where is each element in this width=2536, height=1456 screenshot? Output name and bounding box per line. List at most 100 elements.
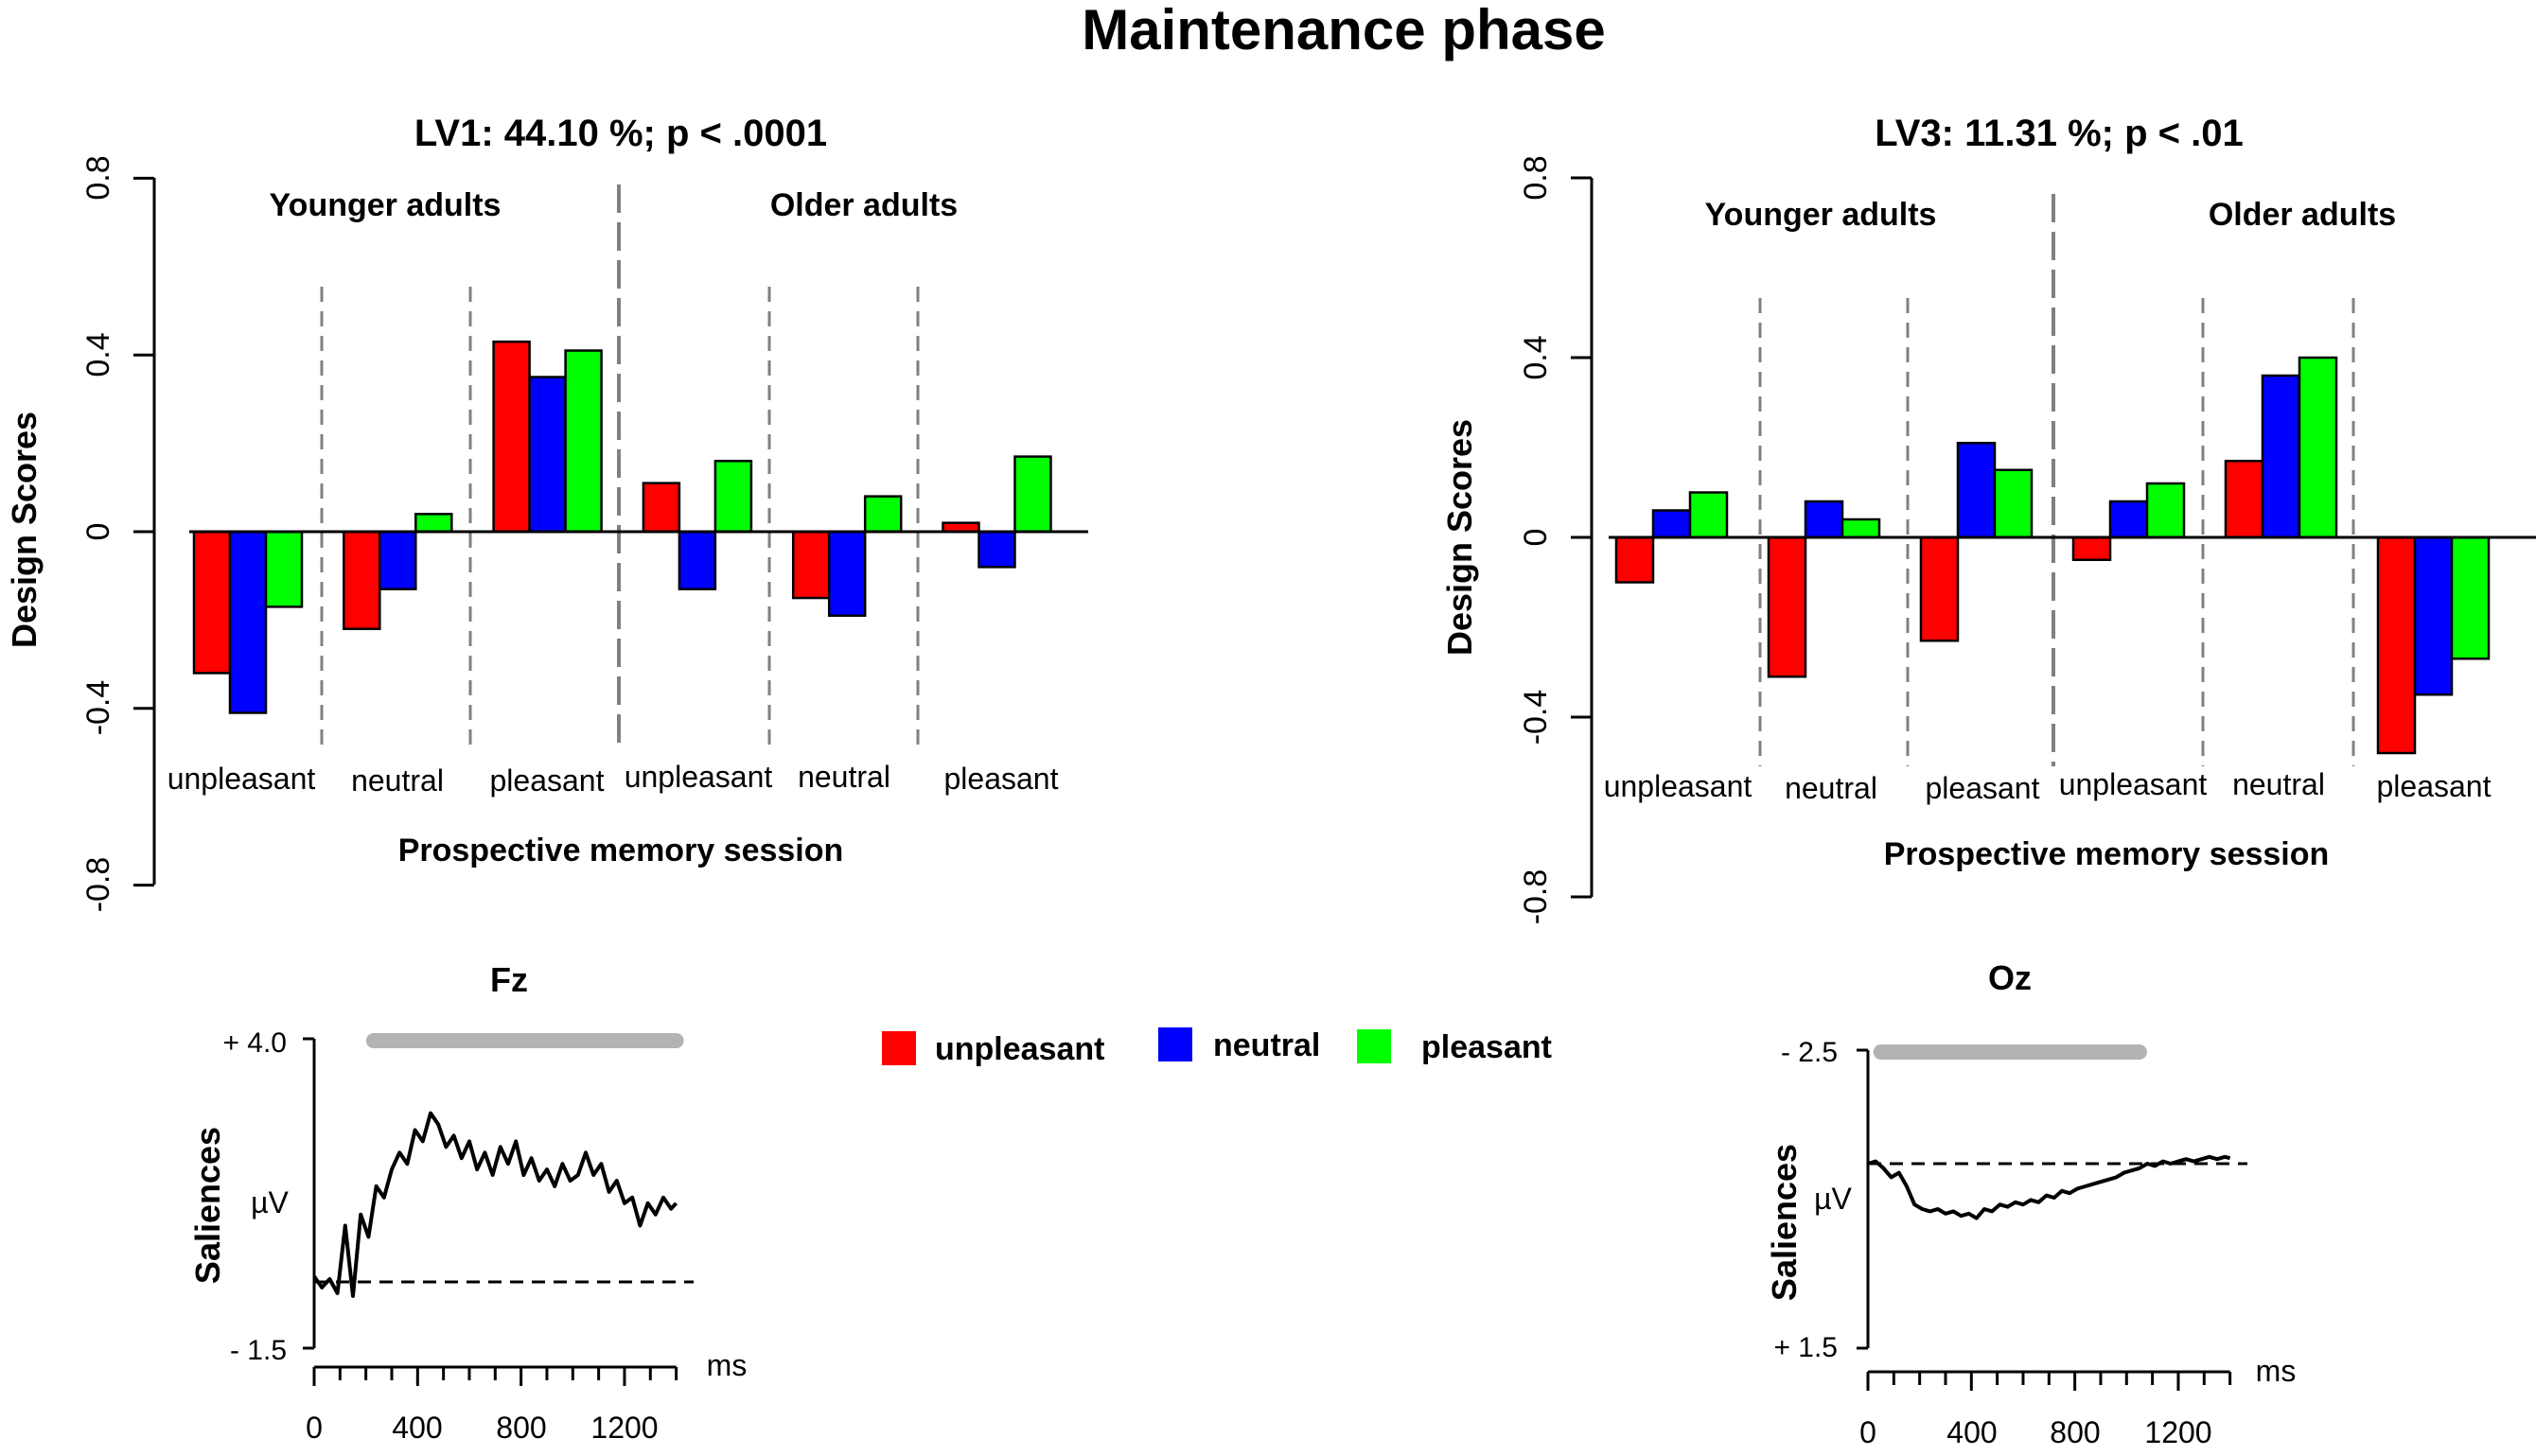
lv1-bar-neutral-4 <box>827 530 867 617</box>
lv1-bar-neutral-5 <box>977 530 1016 569</box>
lv3-bar-neutral-0 <box>1651 509 1692 539</box>
lv1-tick-label-4: 0.8 <box>80 155 116 200</box>
fz-yunit: µV <box>251 1185 289 1219</box>
lv3-bar-unpleasant-3 <box>2071 535 2112 561</box>
lv1-bar-pleasant-1 <box>414 513 453 534</box>
lv1-category-1: neutral <box>351 763 444 798</box>
lv1-bar-unpleasant-1 <box>343 530 381 630</box>
legend-swatch-unpleasant <box>882 1031 916 1065</box>
lv3-bar-pleasant-3 <box>2145 482 2186 539</box>
lv1-bar-unpleasant-4 <box>791 530 831 600</box>
legend-label-neutral: neutral <box>1213 1027 1320 1063</box>
fz-xtick-label-0: 0 <box>306 1411 323 1445</box>
lv1-bar-unpleasant-2 <box>492 340 531 534</box>
lv1-bar-chart: LV1: 44.10 %; p < .0001 Design Scores Pr… <box>5 113 1088 912</box>
lv3-bar-unpleasant-2 <box>1919 535 1960 642</box>
oz-salience-chart: Oz Saliences µV - 2.5 + 1.5 ms 0 400 800… <box>1765 958 2296 1449</box>
lv3-bar-neutral-1 <box>1804 500 1844 539</box>
lv3-category-5: pleasant <box>2377 769 2492 803</box>
lv3-bar-pleasant-2 <box>1993 468 2034 539</box>
lv3-bar-neutral-5 <box>2413 535 2454 696</box>
lv1-bar-pleasant-4 <box>863 495 903 534</box>
lv3-bar-pleasant-1 <box>1840 517 1881 539</box>
oz-salience-line <box>1867 1154 2231 1220</box>
fz-salience-line <box>312 1111 678 1298</box>
lv3-bar-neutral-4 <box>2261 374 2301 539</box>
oz-yunit: µV <box>1814 1182 1852 1216</box>
lv1-bar-unpleasant-3 <box>642 482 681 534</box>
lv3-tick-label-4: 0.8 <box>1518 155 1554 200</box>
fz-title: Fz <box>490 960 528 999</box>
lv1-tick-label-0: -0.8 <box>80 857 116 913</box>
lv3-tick-label-2: 0 <box>1518 529 1554 547</box>
lv3-category-2: pleasant <box>1926 771 2040 805</box>
lv3-tick-label-3: 0.4 <box>1518 335 1554 379</box>
legend-swatch-neutral <box>1158 1027 1192 1061</box>
fz-xtick-label-1: 400 <box>392 1411 442 1445</box>
lv3-bar-pleasant-4 <box>2298 356 2338 539</box>
lv3-bar-pleasant-0 <box>1688 491 1729 539</box>
lv1-bar-pleasant-2 <box>564 349 603 534</box>
lv1-tick-label-3: 0.4 <box>80 332 116 377</box>
lv1-ylabel: Design Scores <box>5 412 44 648</box>
fz-salience-chart: Fz Saliences µV + 4.0 - 1.5 ms 0 400 800… <box>188 960 747 1445</box>
lv3-bar-neutral-3 <box>2108 500 2149 539</box>
fz-ylabel: Saliences <box>188 1127 227 1284</box>
lv3-category-4: neutral <box>2232 767 2325 801</box>
oz-ylabel: Saliences <box>1765 1144 1804 1301</box>
legend-label-unpleasant: unpleasant <box>935 1031 1104 1067</box>
fz-ytick-top: + 4.0 <box>222 1027 287 1059</box>
lv1-tick-label-2: 0 <box>80 523 116 541</box>
lv3-group-younger: Younger adults <box>1705 197 1937 233</box>
figure-title: Maintenance phase <box>1082 0 1606 61</box>
lv1-category-5: pleasant <box>944 762 1059 796</box>
oz-xtick-label-2: 800 <box>2050 1415 2100 1449</box>
lv3-bar-pleasant-5 <box>2450 535 2491 660</box>
lv1-bar-neutral-3 <box>678 530 717 590</box>
lv3-xlabel: Prospective memory session <box>1884 836 2330 872</box>
lv3-group-older: Older adults <box>2209 197 2396 233</box>
lv1-bar-neutral-2 <box>528 376 567 534</box>
lv1-bar-pleasant-3 <box>713 460 753 534</box>
lv3-bar-neutral-2 <box>1956 442 1997 539</box>
oz-ytick-top: - 2.5 <box>1781 1037 1838 1068</box>
oz-xtick-label-0: 0 <box>1859 1415 1876 1449</box>
fz-ytick-bottom: - 1.5 <box>230 1335 287 1366</box>
lv3-tick-label-0: -0.8 <box>1518 869 1554 925</box>
legend-label-pleasant: pleasant <box>1421 1029 1552 1065</box>
lv1-category-3: unpleasant <box>625 760 773 794</box>
lv1-bar-pleasant-5 <box>1013 455 1052 534</box>
lv1-bar-unpleasant-0 <box>192 530 232 675</box>
lv1-group-older: Older adults <box>770 187 958 223</box>
lv3-ylabel: Design Scores <box>1440 419 1479 656</box>
lv1-title: LV1: 44.10 %; p < .0001 <box>414 113 827 154</box>
lv1-category-4: neutral <box>798 760 890 794</box>
lv3-tick-label-1: -0.4 <box>1518 690 1554 746</box>
fz-xunit: ms <box>707 1348 748 1382</box>
oz-xtick-label-1: 400 <box>1946 1415 1997 1449</box>
lv3-bar-chart: LV3: 11.31 %; p < .01 Design Scores Pros… <box>1440 113 2536 924</box>
legend-swatch-pleasant <box>1357 1029 1391 1063</box>
lv1-bar-pleasant-0 <box>264 530 304 608</box>
fz-xtick-label-2: 800 <box>496 1411 546 1445</box>
oz-ytick-bottom: + 1.5 <box>1773 1332 1838 1363</box>
lv1-bar-neutral-1 <box>379 530 417 590</box>
lv1-tick-label-1: -0.4 <box>80 680 116 736</box>
lv1-bar-neutral-0 <box>228 530 268 714</box>
oz-xtick-label-3: 1200 <box>2144 1415 2211 1449</box>
fz-xtick-label-3: 1200 <box>590 1411 658 1445</box>
lv3-bar-unpleasant-0 <box>1614 535 1655 584</box>
lv3-bar-unpleasant-1 <box>1767 535 1807 678</box>
lv3-category-3: unpleasant <box>2059 767 2208 801</box>
oz-xunit: ms <box>2256 1354 2297 1388</box>
legend: unpleasant neutral pleasant <box>882 1027 1552 1067</box>
oz-title: Oz <box>1988 958 2032 997</box>
lv3-category-1: neutral <box>1785 771 1877 805</box>
lv3-title: LV3: 11.31 %; p < .01 <box>1875 113 2243 154</box>
lv3-bar-unpleasant-4 <box>2224 460 2264 539</box>
lv1-xlabel: Prospective memory session <box>398 833 844 868</box>
lv3-bar-unpleasant-5 <box>2376 535 2417 755</box>
lv1-category-2: pleasant <box>490 763 605 798</box>
lv1-group-younger: Younger adults <box>270 187 502 223</box>
